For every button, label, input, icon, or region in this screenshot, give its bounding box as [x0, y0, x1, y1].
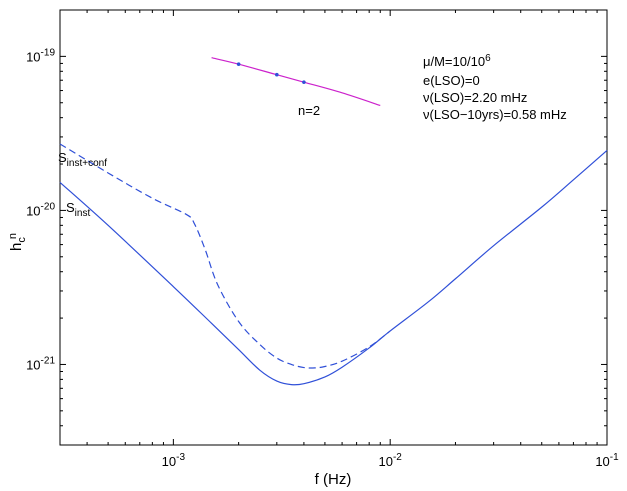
label-s-inst-conf-sub: inst+conf [67, 158, 108, 169]
annotation-eccentricity: e(LSO)=0 [423, 73, 480, 88]
n2-markers [236, 62, 306, 84]
x-tick-label-exp: -3 [176, 452, 185, 463]
annotation-nu-lso-10yrs: ν(LSO−10yrs)=0.58 mHz [423, 107, 567, 122]
y-tick-label-exp: -19 [41, 47, 56, 58]
label-s-inst: Sinst [66, 200, 90, 219]
series-line-s-inst-conf [59, 143, 391, 369]
series-line-s-inst [59, 150, 608, 386]
label-s-inst-conf: Sinst+conf [58, 150, 107, 169]
x-tick-label-exp: -2 [393, 452, 402, 463]
y-axis-label-h: h [8, 243, 25, 251]
series-line-n2 [211, 57, 381, 107]
y-axis-label-text: hcn [7, 233, 28, 251]
y-tick-label-base: 10 [26, 357, 40, 372]
annotation-mass-ratio-exp: 6 [485, 53, 491, 64]
n2-marker-point [275, 72, 279, 77]
y-tick-label: 10-20 [26, 201, 55, 218]
y-tick-label: 10-19 [26, 47, 55, 64]
plot-area-frame [59, 9, 608, 446]
y-axis-label: hcn [7, 233, 28, 251]
n2-marker-point [302, 80, 306, 84]
annotation-mass-ratio-text: μ/M=10/10 [423, 54, 485, 69]
y-tick-label-base: 10 [26, 203, 40, 218]
y-axis-label-c: c [16, 237, 28, 243]
x-tick-label-base: 10 [378, 454, 392, 469]
n2-marker-point [236, 62, 241, 66]
x-tick-label: 10-3 [162, 452, 186, 469]
y-axis-label-n: n [7, 233, 19, 239]
label-n2: n=2 [298, 103, 320, 118]
x-tick-label-base: 10 [162, 454, 176, 469]
y-tick-label-exp: -21 [41, 355, 56, 366]
x-tick-label-exp: -1 [610, 452, 619, 463]
annotation-nu-lso: ν(LSO)=2.20 mHz [423, 90, 527, 105]
x-tick-label: 10-2 [378, 452, 402, 469]
y-tick-label-base: 10 [26, 49, 40, 64]
label-s-inst-sub: inst [75, 208, 91, 219]
label-s-inst-main: S [66, 200, 75, 215]
y-tick-label: 10-21 [26, 355, 55, 372]
y-tick-label-exp: -20 [41, 201, 56, 212]
label-s-inst-conf-main: S [58, 150, 67, 165]
x-axis-label: f (Hz) [315, 471, 352, 488]
x-tick-label-base: 10 [595, 454, 609, 469]
x-tick-label: 10-1 [595, 452, 619, 469]
annotation-mass-ratio: μ/M=10/106 [423, 53, 491, 69]
